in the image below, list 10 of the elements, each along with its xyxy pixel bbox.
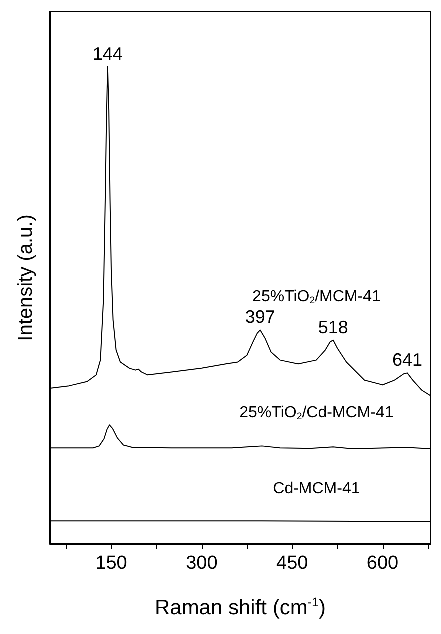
series-label: Cd-MCM-41 — [273, 480, 360, 498]
x-tick-label: 600 — [366, 553, 399, 574]
y-axis-title: Intensity (a.u.) — [15, 214, 37, 342]
annotation: 144 — [92, 44, 123, 64]
x-tick-label: 450 — [276, 553, 308, 574]
annotation: 641 — [392, 350, 423, 370]
x-tick-label: 300 — [186, 553, 218, 574]
annotation: 518 — [318, 317, 348, 338]
annotation: 397 — [245, 307, 276, 328]
x-tick-label: 150 — [96, 553, 128, 574]
